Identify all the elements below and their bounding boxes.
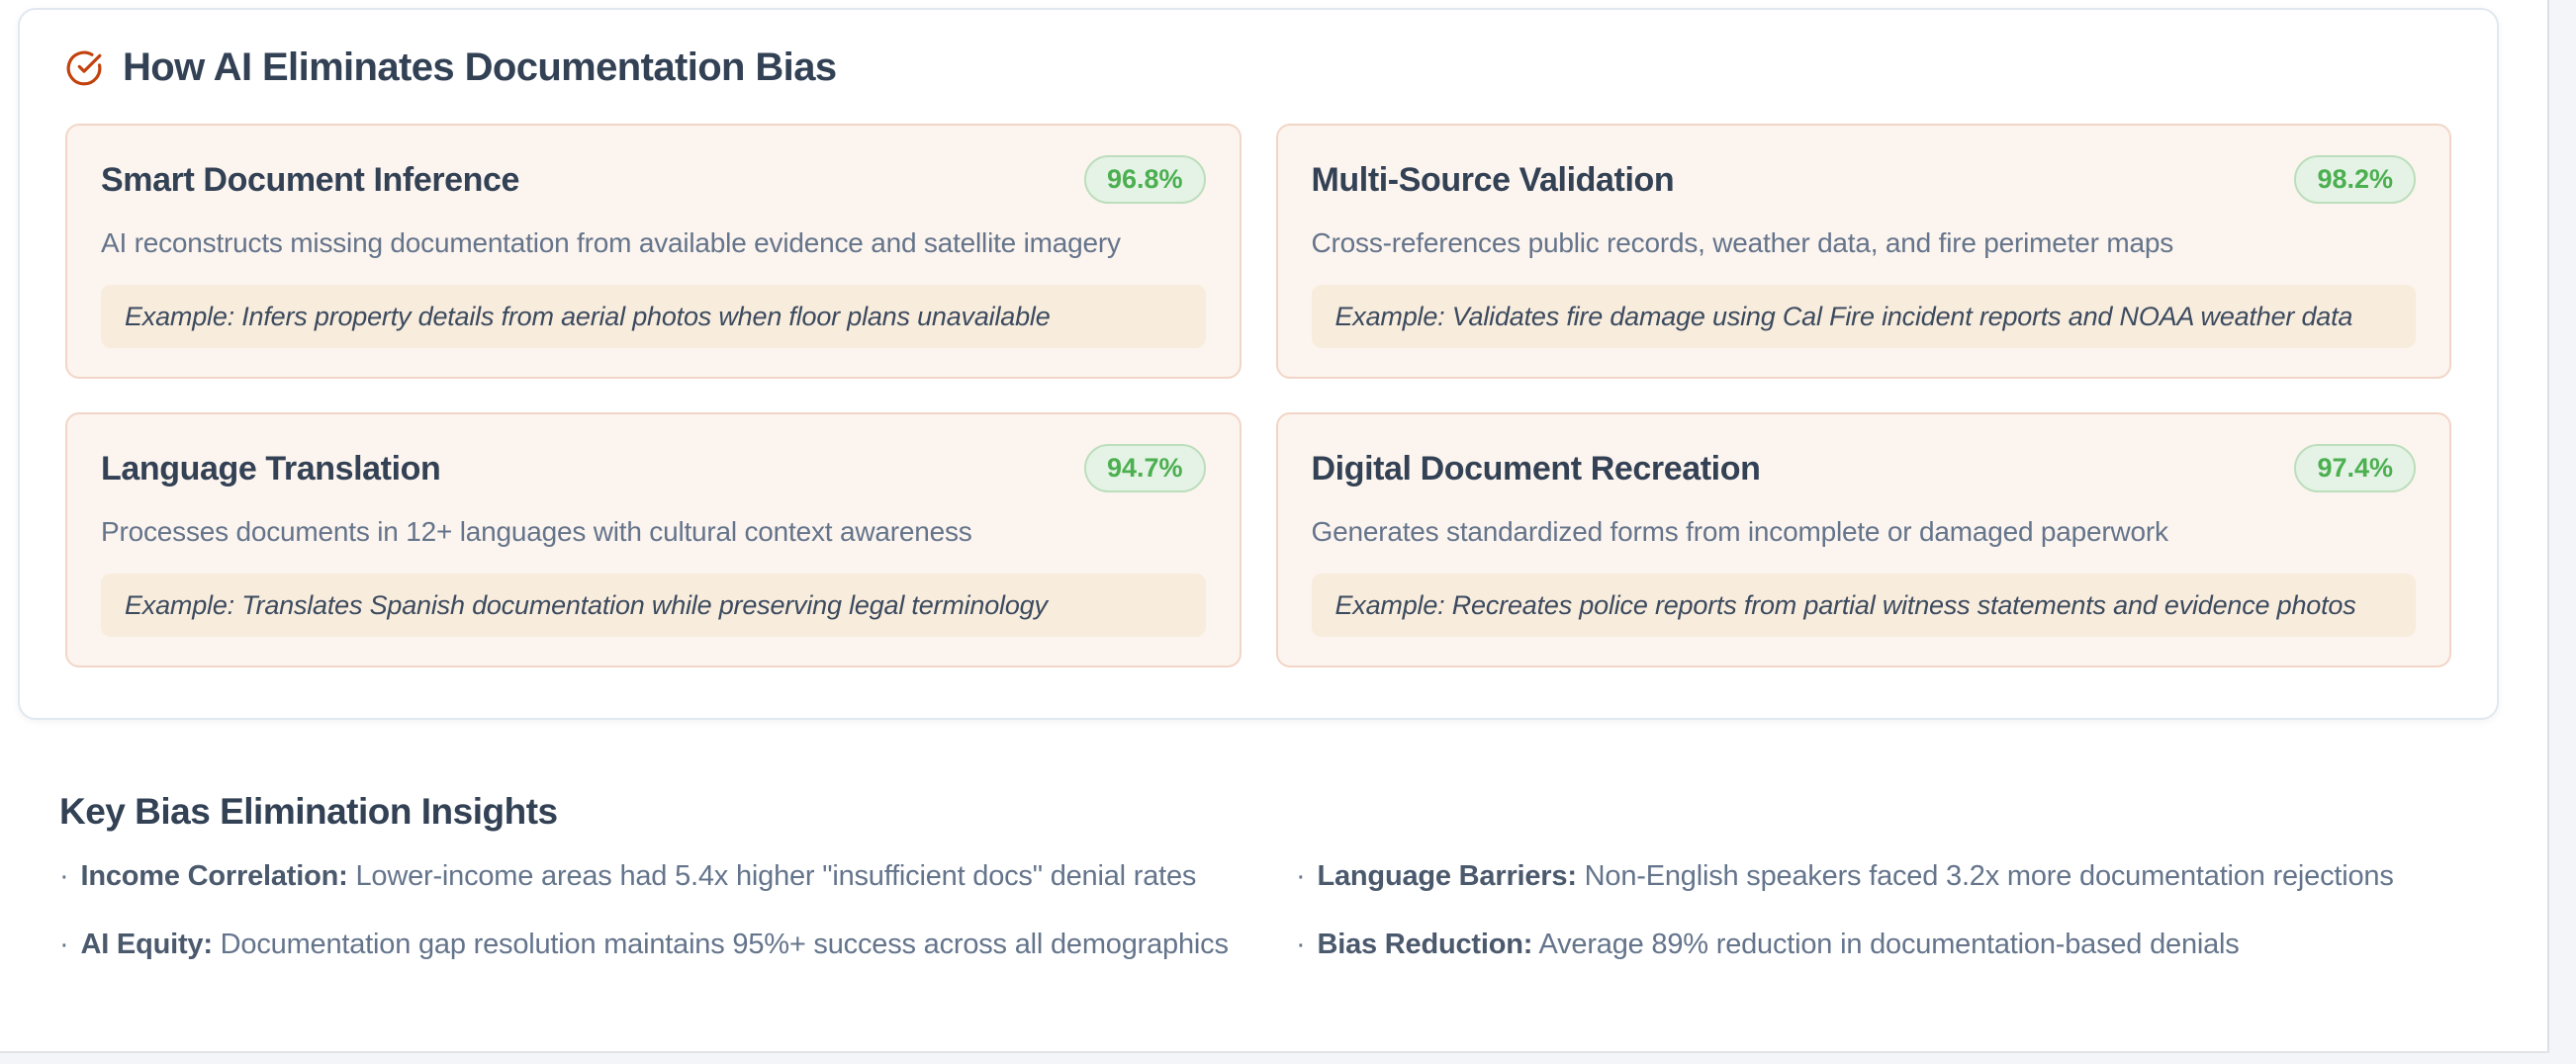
example-text: Example: Infers property details from ae… — [125, 301, 1051, 331]
insight-item: · Language Barriers: Non-English speakers… — [1296, 860, 2493, 893]
capability-name: Language Translation — [101, 450, 441, 488]
capability-name: Multi-Source Validation — [1311, 161, 1675, 199]
accuracy-badge: 98.2% — [2294, 155, 2416, 204]
insights-grid: · Income Correlation: Lower-income areas … — [59, 860, 2493, 961]
insight-label: Income Correlation: — [80, 860, 348, 892]
section-header: How AI Eliminates Documentation Bias — [65, 45, 2451, 90]
accuracy-badge: 94.7% — [1083, 444, 1206, 492]
accuracy-badge: 96.8% — [1083, 155, 1206, 204]
insight-text: Non-English speakers faced 3.2x more doc… — [1584, 860, 2394, 892]
capability-description: AI reconstructs missing documentation fr… — [101, 227, 1121, 258]
check-circle-icon — [65, 49, 103, 87]
capability-card-header: Digital Document Recreation 97.4% — [1311, 444, 2416, 492]
capability-card-header: Smart Document Inference 96.8% — [101, 155, 1206, 204]
example-text: Example: Recreates police reports from p… — [1334, 589, 2356, 620]
bullet-dot: · — [1296, 929, 1306, 960]
ai-bias-section: How AI Eliminates Documentation Bias Sma… — [18, 8, 2499, 720]
insights-title: Key Bias Elimination Insights — [59, 791, 558, 832]
accuracy-badge: 97.4% — [2294, 444, 2416, 492]
example-box: Example: Translates Spanish documentatio… — [101, 574, 1206, 637]
insight-label: Language Barriers: — [1317, 860, 1577, 892]
example-box: Example: Recreates police reports from p… — [1311, 574, 2416, 637]
example-box: Example: Infers property details from ae… — [101, 285, 1206, 348]
insight-text: Average 89% reduction in documentation-b… — [1538, 929, 2240, 960]
capability-name: Digital Document Recreation — [1311, 450, 1761, 488]
capability-card: Language Translation 94.7% Processes doc… — [65, 412, 1242, 667]
insight-text: Lower-income areas had 5.4x higher "insu… — [355, 860, 1197, 892]
capability-card-header: Multi-Source Validation 98.2% — [1311, 155, 2416, 204]
content-panel: How AI Eliminates Documentation Bias Sma… — [0, 0, 2549, 1053]
capability-card: Smart Document Inference 96.8% AI recons… — [65, 124, 1242, 379]
section-title: How AI Eliminates Documentation Bias — [123, 45, 837, 89]
insight-label: Bias Reduction: — [1317, 929, 1533, 960]
insight-item: · Income Correlation: Lower-income areas … — [59, 860, 1256, 893]
capability-card: Digital Document Recreation 97.4% Genera… — [1275, 412, 2451, 667]
capability-grid: Smart Document Inference 96.8% AI recons… — [65, 124, 2451, 667]
bullet-dot: · — [1296, 860, 1306, 892]
insight-text: Documentation gap resolution maintains 9… — [220, 929, 1229, 960]
capability-description: Processes documents in 12+ languages wit… — [101, 516, 972, 547]
bullet-dot: · — [59, 929, 69, 960]
capability-card-header: Language Translation 94.7% — [101, 444, 1206, 492]
insight-item: · AI Equity: Documentation gap resolution… — [59, 929, 1256, 961]
insights-section: Key Bias Elimination Insights · Income Co… — [59, 791, 2493, 961]
insight-label: AI Equity: — [80, 929, 213, 960]
insight-item: · Bias Reduction: Average 89% reduction i… — [1296, 929, 2493, 961]
bullet-dot: · — [59, 860, 69, 892]
example-box: Example: Validates fire damage using Cal… — [1311, 285, 2416, 348]
example-text: Example: Validates fire damage using Cal… — [1334, 301, 2353, 331]
capability-name: Smart Document Inference — [101, 161, 520, 199]
example-text: Example: Translates Spanish documentatio… — [125, 589, 1048, 620]
capability-card: Multi-Source Validation 98.2% Cross-refe… — [1275, 124, 2451, 379]
capability-description: Generates standardized forms from incomp… — [1311, 516, 2169, 547]
capability-description: Cross-references public records, weather… — [1311, 227, 2174, 258]
